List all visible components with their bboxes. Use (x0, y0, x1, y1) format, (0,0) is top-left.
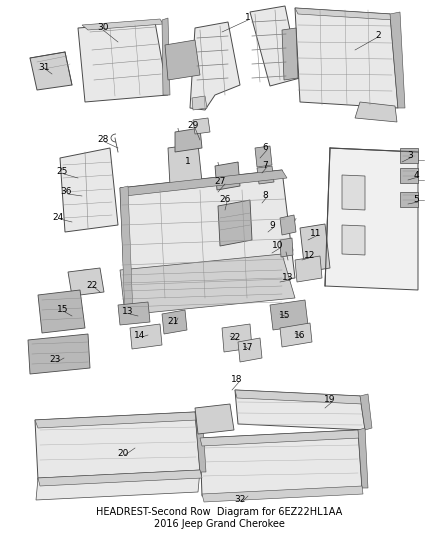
Text: 15: 15 (57, 305, 69, 314)
Text: 23: 23 (49, 356, 61, 365)
Polygon shape (130, 324, 162, 349)
Text: 16: 16 (294, 330, 306, 340)
Polygon shape (168, 144, 202, 186)
Polygon shape (295, 8, 394, 20)
Polygon shape (390, 12, 405, 108)
Text: 1: 1 (185, 157, 191, 166)
Text: 4: 4 (413, 171, 419, 180)
Polygon shape (400, 168, 418, 183)
Polygon shape (295, 8, 398, 108)
Polygon shape (360, 394, 372, 430)
Polygon shape (120, 254, 295, 315)
Polygon shape (257, 166, 274, 184)
Polygon shape (35, 412, 197, 428)
Polygon shape (36, 470, 200, 500)
Text: 2: 2 (375, 30, 381, 39)
Text: 22: 22 (230, 334, 240, 343)
Polygon shape (218, 200, 252, 246)
Text: 13: 13 (282, 273, 294, 282)
Polygon shape (195, 404, 234, 434)
Polygon shape (300, 224, 330, 272)
Polygon shape (280, 215, 296, 235)
Polygon shape (222, 324, 252, 352)
Text: 7: 7 (262, 160, 268, 169)
Polygon shape (118, 302, 150, 325)
Text: 18: 18 (231, 376, 243, 384)
Text: 19: 19 (324, 395, 336, 405)
Text: 31: 31 (38, 63, 50, 72)
Polygon shape (235, 390, 365, 430)
Polygon shape (235, 390, 362, 404)
Text: 22: 22 (86, 280, 98, 289)
Polygon shape (342, 225, 365, 255)
Text: 5: 5 (413, 196, 419, 205)
Polygon shape (165, 40, 200, 80)
Polygon shape (30, 52, 72, 90)
Text: 13: 13 (122, 308, 134, 317)
Polygon shape (195, 410, 206, 472)
Text: 28: 28 (97, 135, 109, 144)
Polygon shape (175, 128, 202, 152)
Polygon shape (35, 412, 200, 480)
Text: 3: 3 (407, 150, 413, 159)
Polygon shape (295, 256, 322, 282)
Text: 17: 17 (242, 343, 254, 352)
Polygon shape (190, 22, 240, 110)
Polygon shape (120, 186, 133, 318)
Text: 14: 14 (134, 330, 146, 340)
Text: 29: 29 (187, 122, 199, 131)
Polygon shape (202, 486, 363, 502)
Polygon shape (60, 148, 118, 232)
Text: 1: 1 (245, 13, 251, 22)
Text: 9: 9 (269, 221, 275, 230)
Polygon shape (400, 192, 418, 207)
Polygon shape (120, 170, 295, 300)
Polygon shape (192, 96, 207, 110)
Polygon shape (282, 28, 298, 80)
Polygon shape (342, 175, 365, 210)
Polygon shape (193, 118, 210, 134)
Polygon shape (162, 18, 170, 95)
Polygon shape (120, 170, 287, 196)
Polygon shape (215, 162, 240, 190)
Text: 21: 21 (167, 318, 179, 327)
Text: 24: 24 (53, 213, 64, 222)
Polygon shape (255, 146, 272, 167)
Polygon shape (162, 310, 187, 334)
Polygon shape (238, 338, 262, 362)
Polygon shape (325, 148, 418, 290)
Polygon shape (400, 148, 418, 163)
Text: 30: 30 (97, 23, 109, 33)
Text: 15: 15 (279, 311, 291, 319)
Polygon shape (78, 22, 168, 102)
Text: 12: 12 (304, 251, 316, 260)
Text: 2016 Jeep Grand Cherokee: 2016 Jeep Grand Cherokee (154, 519, 284, 529)
Polygon shape (280, 323, 312, 347)
Polygon shape (28, 334, 90, 374)
Polygon shape (250, 6, 300, 86)
Text: 27: 27 (214, 177, 226, 187)
Text: 11: 11 (310, 229, 322, 238)
Text: 25: 25 (57, 167, 68, 176)
Polygon shape (358, 428, 368, 488)
Polygon shape (200, 430, 360, 446)
Text: 10: 10 (272, 241, 284, 251)
Polygon shape (355, 102, 397, 122)
Text: HEADREST-Second Row  Diagram for 6EZ22HL1AA: HEADREST-Second Row Diagram for 6EZ22HL1… (96, 507, 342, 517)
Polygon shape (280, 238, 293, 257)
Polygon shape (200, 430, 362, 496)
Text: 32: 32 (234, 496, 246, 505)
Polygon shape (270, 300, 308, 330)
Text: 26: 26 (219, 196, 231, 205)
Polygon shape (68, 268, 104, 296)
Polygon shape (38, 470, 202, 486)
Text: 6: 6 (262, 143, 268, 152)
Text: 20: 20 (117, 448, 129, 457)
Polygon shape (82, 19, 163, 30)
Text: 36: 36 (60, 188, 72, 197)
Polygon shape (38, 290, 85, 333)
Text: 8: 8 (262, 190, 268, 199)
